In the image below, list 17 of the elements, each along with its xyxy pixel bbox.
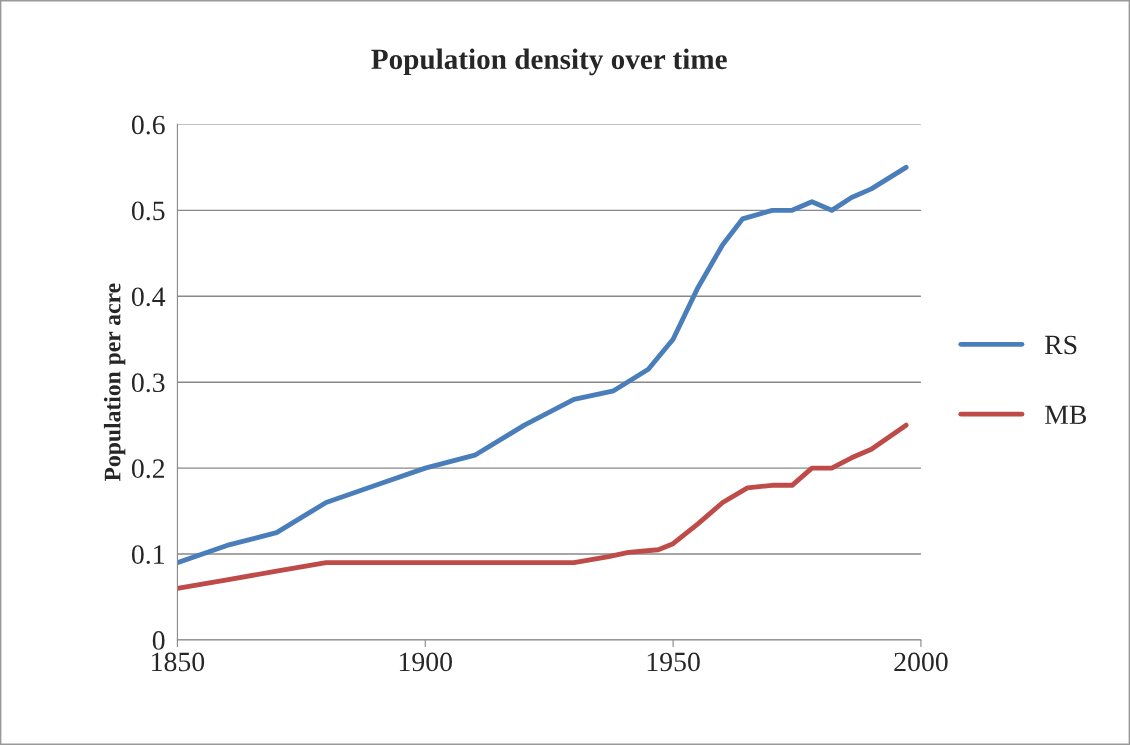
x-tick-label: 1950 — [647, 652, 700, 672]
chart-title: Population density over time — [371, 48, 727, 76]
y-tick-label: 0.3 — [131, 373, 165, 393]
y-tick-label: 0 — [152, 631, 165, 650]
y-tick-label: 0.5 — [131, 201, 165, 221]
legend-label: RS — [1044, 335, 1077, 355]
y-tick-label: 0.4 — [131, 287, 166, 307]
y-tick-label: 0.1 — [131, 545, 164, 565]
x-tick-label: 2000 — [894, 652, 948, 672]
x-tick-label: 1900 — [399, 652, 452, 672]
x-tick-label: 1850 — [152, 652, 205, 672]
legend-label: MB — [1044, 405, 1087, 424]
line-series — [177, 422, 909, 591]
y-tick-label: 0.2 — [131, 459, 165, 479]
line-series — [177, 164, 909, 566]
y-tick-label: 0.6 — [131, 115, 165, 135]
y-axis-title: Population per acre — [103, 283, 126, 482]
